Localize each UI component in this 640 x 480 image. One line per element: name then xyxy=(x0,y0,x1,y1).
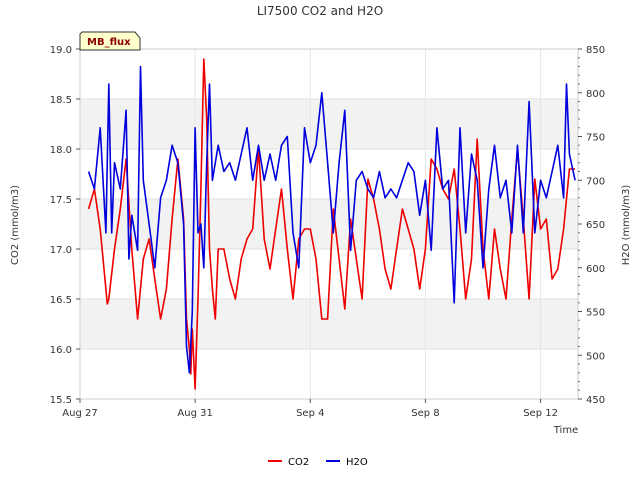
series-layer xyxy=(87,58,576,390)
right-tick-label: 650 xyxy=(586,220,605,231)
left-axis-title: CO2 (mmol/m3) xyxy=(10,185,21,265)
right-tick-label: 800 xyxy=(586,89,605,100)
left-tick-label: 19.0 xyxy=(50,45,72,56)
left-tick-label: 15.5 xyxy=(50,395,72,406)
shaded-band xyxy=(80,99,578,149)
chart-title: LI7500 CO2 and H2O xyxy=(257,4,383,18)
left-tick-label: 17.5 xyxy=(50,195,72,206)
left-tick-label: 16.0 xyxy=(50,345,72,356)
legend-label-h2o: H2O xyxy=(346,457,368,468)
left-tick-label: 17.0 xyxy=(50,245,72,256)
right-tick-label: 500 xyxy=(586,351,605,362)
left-tick-label: 16.5 xyxy=(50,295,72,306)
x-tick-label: Sep 12 xyxy=(523,408,558,419)
badge-label: MB_flux xyxy=(87,37,131,48)
left-tick-label: 18.5 xyxy=(50,95,72,106)
right-axis-ticks: 450 500 550 600 650 700 750 800 850 xyxy=(578,45,605,406)
right-tick-label: 750 xyxy=(586,133,605,144)
legend-item-co2: CO2 xyxy=(268,457,309,468)
right-tick-label: 700 xyxy=(586,176,605,187)
right-tick-label: 850 xyxy=(586,45,605,56)
x-tick-label: Sep 8 xyxy=(411,408,439,419)
shaded-band xyxy=(80,199,578,249)
right-tick-label: 450 xyxy=(586,395,605,406)
series-line-h2o xyxy=(87,65,576,374)
right-tick-label: 600 xyxy=(586,264,605,275)
x-axis-ticks: Aug 27 Aug 31 Sep 4 Sep 8 Sep 12 xyxy=(62,399,558,419)
mb-flux-badge: MB_flux xyxy=(79,31,141,51)
series-line-co2 xyxy=(87,58,576,390)
legend-item-h2o: H2O xyxy=(326,457,368,468)
x-tick-label: Aug 31 xyxy=(177,408,212,419)
x-tick-label: Aug 27 xyxy=(62,408,97,419)
left-axis-ticks: 15.5 16.0 16.5 17.0 17.5 18.0 18.5 19.0 xyxy=(50,45,80,406)
x-axis-title: Time xyxy=(553,425,578,436)
shaded-bands xyxy=(80,99,578,349)
right-tick-label: 550 xyxy=(586,308,605,319)
right-axis-title: H2O (mmol/m3) xyxy=(621,185,632,266)
left-tick-label: 18.0 xyxy=(50,145,72,156)
legend: CO2 H2O xyxy=(268,457,368,468)
x-tick-label: Sep 4 xyxy=(296,408,324,419)
legend-label-co2: CO2 xyxy=(288,457,309,468)
